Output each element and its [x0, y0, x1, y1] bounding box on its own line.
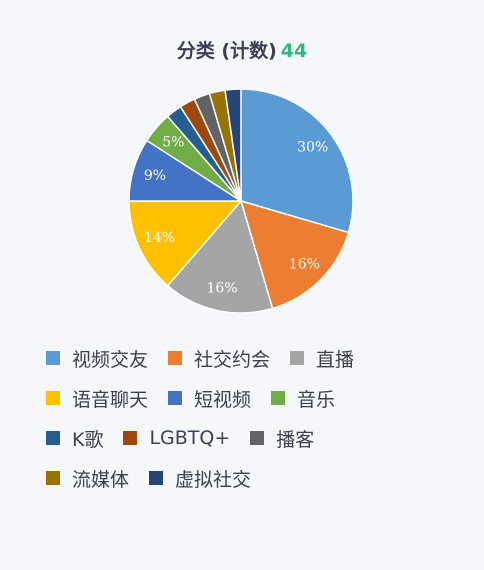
pie-slice-label-4: 9%	[144, 168, 166, 184]
legend-item-5[interactable]: 音乐	[271, 385, 335, 412]
legend-swatch-8	[250, 431, 265, 445]
pie-slice-2[interactable]	[166, 199, 274, 314]
legend-swatch-5	[271, 391, 286, 405]
pie-slice-3[interactable]	[128, 200, 243, 287]
pie-slice-1[interactable]	[239, 199, 350, 310]
legend-swatch-6	[46, 431, 60, 445]
legend-item-8[interactable]: 播客	[250, 425, 314, 452]
legend-item-0[interactable]: 视频交友	[46, 345, 148, 372]
legend-swatch-0	[46, 351, 60, 365]
legend-label-10: 虚拟社交	[175, 468, 252, 491]
legend-label-2: 直播	[316, 348, 355, 371]
legend-swatch-1	[168, 351, 183, 365]
pie-chart: 30% 16% 16% 14% 9% 5%	[128, 88, 354, 314]
legend-swatch-9	[46, 471, 60, 485]
pie-slice-label-3: 14%	[144, 230, 175, 246]
title-count: 44	[280, 40, 308, 62]
legend-row-3: 流媒体 虚拟社交	[46, 458, 476, 498]
legend-label-7: LGBTQ+	[149, 427, 231, 449]
legend-item-7[interactable]: LGBTQ+	[123, 427, 230, 449]
legend-row-2: K歌 LGBTQ+ 播客	[46, 418, 476, 458]
pie-slice-10[interactable]	[224, 88, 242, 202]
legend-label-4: 短视频	[194, 388, 252, 411]
legend-swatch-10	[149, 471, 164, 485]
legend-label-9: 流媒体	[72, 468, 130, 491]
legend-item-4[interactable]: 短视频	[168, 385, 251, 412]
legend-row-1: 语音聊天 短视频 音乐	[46, 378, 476, 418]
legend-label-8: 播客	[276, 428, 315, 451]
legend-label-3: 语音聊天	[72, 388, 149, 411]
legend-item-9[interactable]: 流媒体	[46, 465, 129, 492]
legend-item-10[interactable]: 虚拟社交	[149, 465, 251, 492]
legend-row-0: 视频交友 社交约会 直播	[46, 338, 476, 378]
legend-swatch-7	[123, 431, 138, 445]
legend-label-1: 社交约会	[194, 348, 271, 371]
pie-slice-label-2: 16%	[206, 281, 237, 297]
legend-item-2[interactable]: 直播	[290, 345, 354, 372]
pie-slice-label-5: 5%	[162, 134, 184, 150]
legend-item-3[interactable]: 语音聊天	[46, 385, 148, 412]
legend-item-6[interactable]: K歌	[46, 425, 103, 452]
chart-title: 分类 (计数) 44	[0, 36, 484, 63]
title-text: 分类 (计数)	[176, 40, 277, 62]
legend-swatch-3	[46, 391, 60, 405]
legend-item-1[interactable]: 社交约会	[168, 345, 270, 372]
legend-label-5: 音乐	[297, 388, 336, 411]
pie-slice-label-1: 16%	[289, 256, 320, 272]
pie-slice-0[interactable]	[240, 88, 354, 234]
legend-swatch-2	[290, 351, 305, 365]
legend-label-6: K歌	[72, 428, 104, 451]
legend-swatch-4	[168, 391, 183, 405]
pie-slice-label-0: 30%	[297, 139, 328, 155]
legend-label-0: 视频交友	[72, 348, 149, 371]
legend: 视频交友 社交约会 直播语音聊天 短视频 音乐 K歌 LGBTQ+ 播客流媒体 虚拟社交	[46, 338, 476, 498]
